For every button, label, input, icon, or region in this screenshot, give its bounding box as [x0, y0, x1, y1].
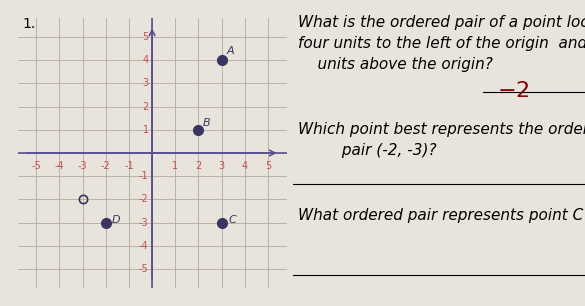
Text: 5: 5	[142, 32, 149, 42]
Text: -2: -2	[101, 161, 111, 171]
Text: -4: -4	[139, 241, 149, 251]
Text: 1: 1	[143, 125, 149, 135]
Text: 2: 2	[195, 161, 202, 171]
Text: -4: -4	[54, 161, 64, 171]
Text: 3: 3	[219, 161, 225, 171]
Text: What ordered pair represents point C?: What ordered pair represents point C?	[298, 208, 585, 223]
Text: A: A	[226, 47, 234, 56]
Text: -5: -5	[139, 264, 149, 274]
Text: D: D	[112, 215, 120, 225]
Text: C: C	[229, 215, 236, 225]
Text: -2: -2	[139, 194, 149, 204]
Text: What is the ordered pair of a point located 
four units to the left of the origi: What is the ordered pair of a point loca…	[298, 15, 585, 72]
Text: 5: 5	[265, 161, 271, 171]
Text: 2: 2	[142, 102, 149, 112]
Text: $-\mathit{2}$: $-\mathit{2}$	[497, 81, 530, 101]
Text: 4: 4	[143, 55, 149, 65]
Text: 3: 3	[143, 78, 149, 88]
Text: -1: -1	[139, 171, 149, 181]
Text: 4: 4	[242, 161, 248, 171]
Text: -1: -1	[124, 161, 134, 171]
Text: Which point best represents the ordered
         pair (-2, -3)?: Which point best represents the ordered …	[298, 122, 585, 159]
Text: -5: -5	[31, 161, 41, 171]
Text: B: B	[203, 118, 211, 128]
Text: -3: -3	[78, 161, 87, 171]
Text: 1.: 1.	[22, 17, 36, 31]
Text: 1: 1	[172, 161, 178, 171]
Text: -3: -3	[139, 218, 149, 228]
